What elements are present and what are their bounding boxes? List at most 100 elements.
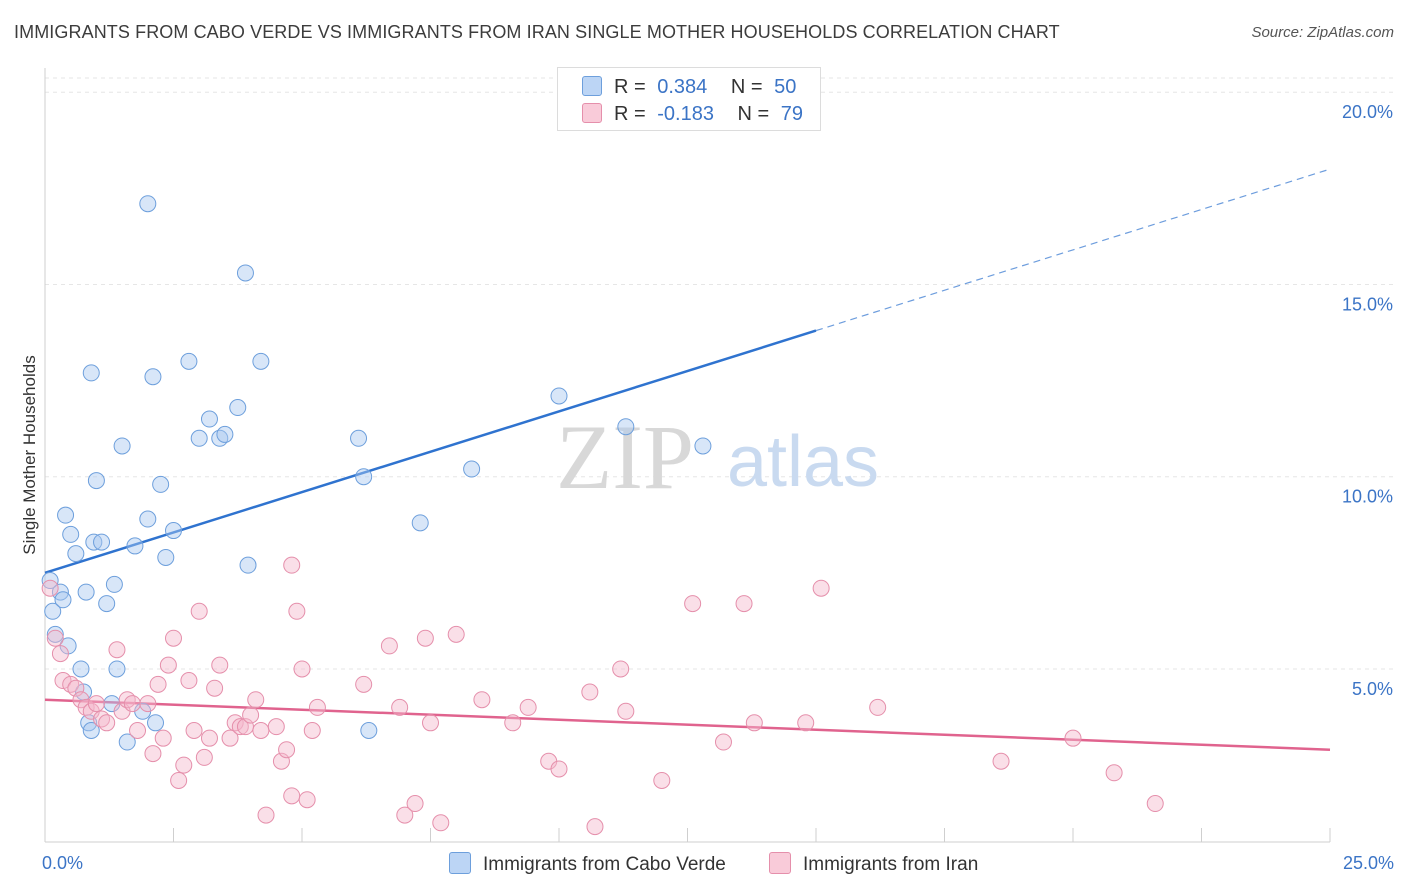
iran-point xyxy=(1105,764,1123,782)
iran-point xyxy=(992,752,1010,770)
legend-n-value: 79 xyxy=(780,103,804,125)
iran-point xyxy=(211,656,229,674)
iran-point xyxy=(87,695,105,713)
cabo-verde-point xyxy=(144,368,162,386)
cabo-verde-point xyxy=(216,425,234,443)
cabo-verde-point xyxy=(139,195,157,213)
iran-point xyxy=(869,698,887,716)
watermark-zip: ZIP xyxy=(556,406,694,508)
cabo-verde-point xyxy=(82,721,100,739)
iran-point xyxy=(54,672,72,690)
iran-point xyxy=(432,814,450,832)
iran-point xyxy=(221,729,239,747)
iran-point xyxy=(242,706,260,724)
iran-point xyxy=(684,595,702,613)
iran-point xyxy=(473,691,491,709)
cabo-verde-point xyxy=(57,506,75,524)
cabo-verde-point xyxy=(147,714,165,732)
iran-point xyxy=(797,714,815,732)
chart-title: IMMIGRANTS FROM CABO VERDE VS IMMIGRANTS… xyxy=(14,22,1060,42)
iran-point xyxy=(206,679,224,697)
cabo-verde-point xyxy=(360,721,378,739)
iran-point xyxy=(200,729,218,747)
cabo-verde-point xyxy=(82,364,100,382)
legend-n-value: 50 xyxy=(774,76,797,98)
cabo-verde-trend-line xyxy=(44,329,817,575)
iran-point xyxy=(406,795,424,813)
cabo-verde-point xyxy=(113,437,131,455)
cabo-verde-point xyxy=(165,522,182,540)
x-tick-label: 0.0% xyxy=(42,853,83,873)
series-name-iran: Immigrants from Iran xyxy=(803,854,979,875)
legend-row-iran: R = -0.183 N = 79 xyxy=(582,103,803,125)
iran-point xyxy=(46,629,64,647)
cabo-verde-point xyxy=(411,514,429,532)
iran-point xyxy=(288,602,306,620)
cabo-verde-point xyxy=(252,352,270,370)
iran-point xyxy=(504,714,522,732)
cabo-verde-point xyxy=(118,733,136,751)
cabo-verde-point xyxy=(46,625,64,643)
iran-point xyxy=(257,806,275,824)
cabo-verde-point xyxy=(694,437,712,455)
iran-point xyxy=(108,641,126,659)
cabo-verde-point xyxy=(190,429,208,447)
iran-point xyxy=(283,787,301,805)
iran-point xyxy=(180,672,198,690)
cabo-verde-point xyxy=(350,429,368,447)
series-legend-iran: Immigrants from Iran xyxy=(769,852,978,876)
iran-point xyxy=(190,602,208,620)
cabo-verde-point xyxy=(77,583,95,601)
iran-point xyxy=(380,637,398,655)
iran-point xyxy=(293,660,311,678)
cabo-verde-point xyxy=(93,533,111,551)
iran-point xyxy=(550,760,568,778)
cabo-verde-point xyxy=(108,660,126,678)
iran-trend-line xyxy=(44,698,1331,751)
iran-point xyxy=(252,721,270,739)
series-name-cabo-verde: Immigrants from Cabo Verde xyxy=(483,854,726,875)
iran-point xyxy=(98,714,116,732)
iran-point xyxy=(745,714,763,732)
iran-point xyxy=(653,771,671,789)
legend-r-value: -0.183 xyxy=(657,103,714,125)
iran-point xyxy=(303,721,321,739)
cabo-verde-point xyxy=(180,352,198,370)
correlation-legend: R = 0.384 N = 50 R = -0.183 N = 79 xyxy=(557,67,821,131)
cabo-verde-point xyxy=(62,525,80,543)
iran-point xyxy=(447,625,465,643)
legend-r-label: R = xyxy=(614,76,646,98)
iran-point xyxy=(149,675,167,693)
iran-point xyxy=(41,579,59,597)
iran-point xyxy=(617,702,635,720)
y-tick-label: 10.0% xyxy=(1342,487,1393,507)
gridlines xyxy=(45,77,1395,670)
iran-point xyxy=(1146,795,1164,813)
legend-n-label: N = xyxy=(737,103,770,125)
iran-point xyxy=(1064,729,1082,747)
series-legend-cabo-verde: Immigrants from Cabo Verde xyxy=(449,852,726,876)
iran-point xyxy=(175,756,193,774)
cabo-verde-point xyxy=(236,264,254,282)
cabo-verde-point xyxy=(355,468,373,486)
cabo-verde-point xyxy=(126,537,144,555)
iran-point xyxy=(129,721,147,739)
iran-point xyxy=(139,695,157,713)
cabo-verde-point xyxy=(550,387,568,405)
cabo-verde-point xyxy=(105,575,123,593)
iran-point xyxy=(159,656,177,674)
zipatlas-watermark: ZIP atlas xyxy=(556,406,879,508)
legend-r-value: 0.384 xyxy=(657,76,708,98)
cabo-verde-point xyxy=(87,472,105,490)
source-label: Source: ZipAtlas.com xyxy=(1251,24,1394,41)
legend-row-cabo-verde: R = 0.384 N = 50 xyxy=(582,76,796,98)
iran-point xyxy=(416,629,434,647)
tick-labels: 5.0% 10.0% 15.0% 20.0% 0.0% 25.0% xyxy=(42,102,1394,873)
cabo-verde-point xyxy=(139,510,157,528)
legend-swatch-cabo-verde xyxy=(582,76,602,96)
watermark-atlas: atlas xyxy=(727,422,879,502)
cabo-verde-point xyxy=(44,602,62,620)
iran-point xyxy=(278,741,296,759)
iran-point xyxy=(231,718,249,736)
